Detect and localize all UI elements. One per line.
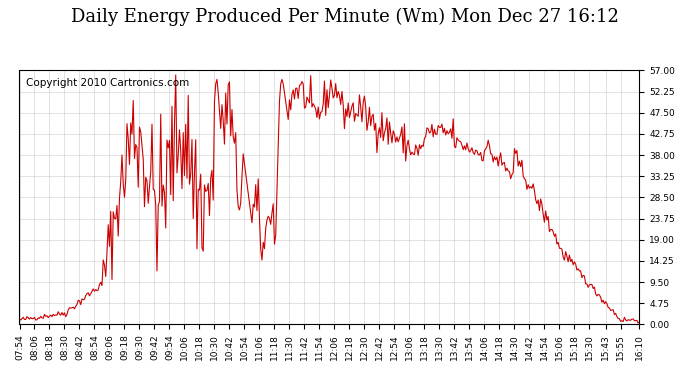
Text: Copyright 2010 Cartronics.com: Copyright 2010 Cartronics.com: [26, 78, 189, 88]
Text: Daily Energy Produced Per Minute (Wm) Mon Dec 27 16:12: Daily Energy Produced Per Minute (Wm) Mo…: [71, 8, 619, 26]
